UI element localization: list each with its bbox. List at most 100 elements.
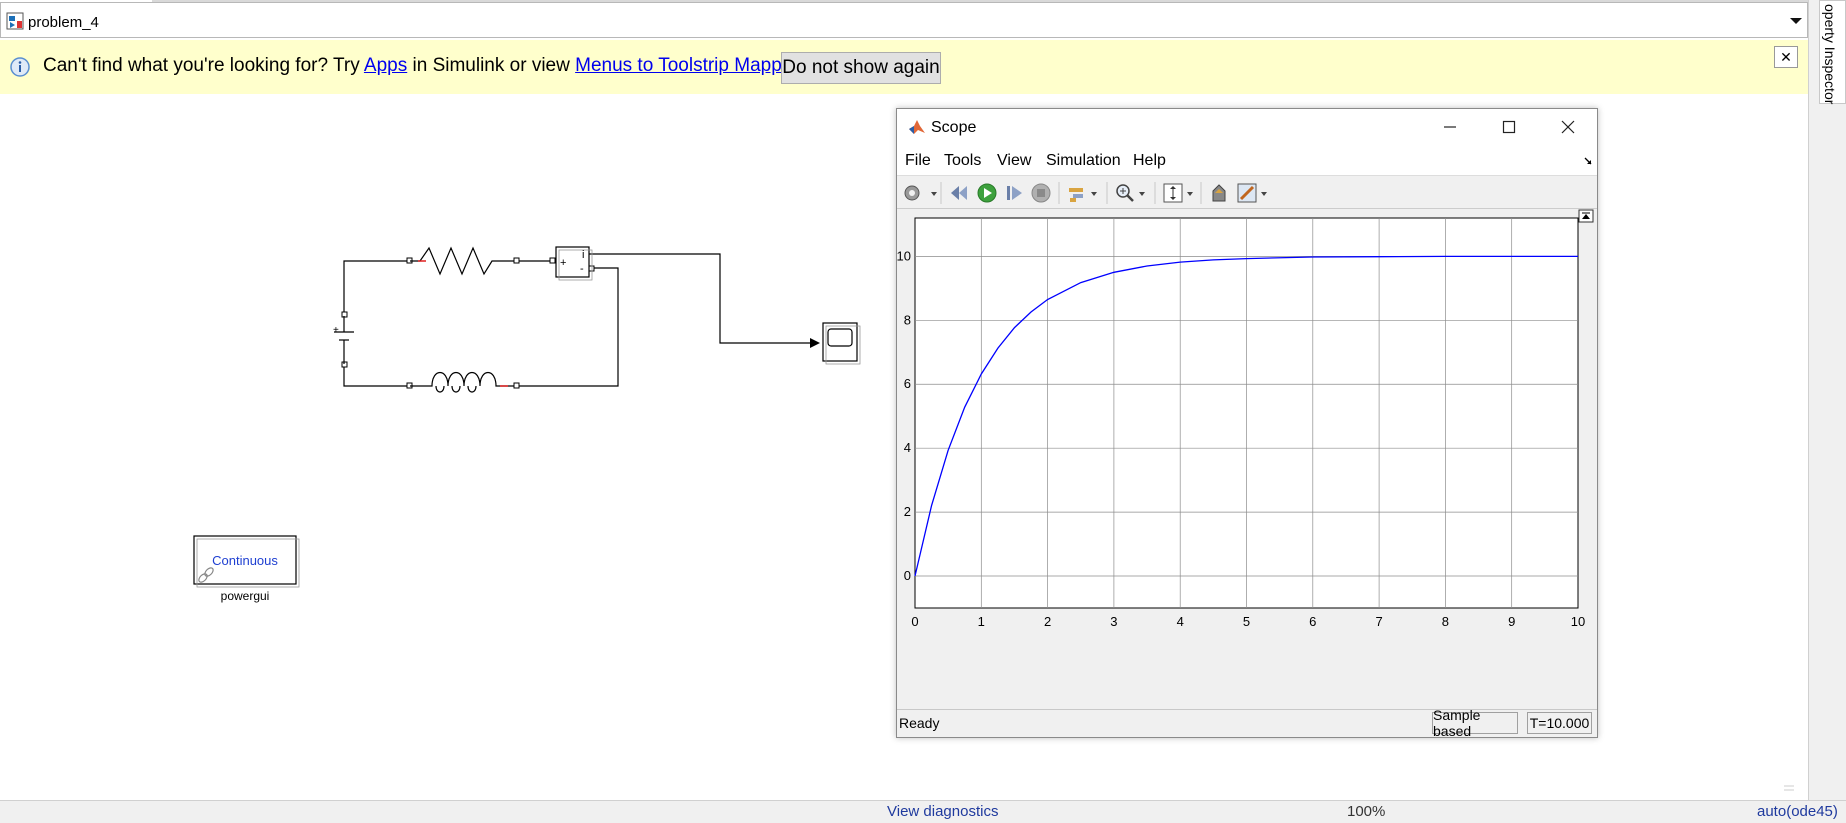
apps-link[interactable]: Apps (363, 55, 408, 76)
resistor[interactable] (410, 246, 514, 276)
y-tick-label: 6 (904, 376, 911, 391)
inductor[interactable] (410, 371, 514, 393)
sensor-port-i: i (582, 249, 584, 261)
sensor-port-plus: + (560, 257, 566, 269)
scope-plot[interactable]: 0 1 2 3 4 5 6 7 8 9 10 0 2 4 6 8 10 (897, 209, 1597, 709)
breadcrumb-model-name[interactable]: problem_4 (28, 14, 99, 31)
breadcrumb[interactable]: problem_4 (0, 2, 1808, 38)
grid-lines (915, 218, 1578, 608)
info-bar: Can't find what you're looking for? Try … (0, 40, 1808, 94)
scope-axes-panel: 0 1 2 3 4 5 6 7 8 9 10 0 2 4 6 8 10 (897, 209, 1597, 709)
model-canvas[interactable]: + i + - Continuous powergui (0, 96, 1808, 796)
scope-toolbar (897, 175, 1597, 209)
sample-mode-badge: Sample based (1432, 707, 1518, 739)
solver-link[interactable]: auto(ode45) (1757, 803, 1838, 820)
minimize-icon (1444, 126, 1456, 128)
signal-trace (914, 255, 1578, 577)
scope-window[interactable]: Scope File Tools View Simulation Help (896, 108, 1598, 739)
current-measurement-block[interactable] (555, 246, 593, 281)
y-tick-label: 8 (904, 312, 911, 327)
gear-icon[interactable] (904, 185, 937, 201)
powergui-block[interactable] (193, 535, 300, 588)
wire-signal-to-scope[interactable] (589, 253, 812, 344)
dc-voltage-source[interactable] (334, 316, 354, 364)
scale-axes-icon[interactable] (1163, 183, 1193, 203)
circuit (343, 253, 812, 387)
x-tick-label: 8 (1442, 614, 1449, 629)
close-glyph: ✕ (1780, 48, 1792, 65)
close-window-button[interactable] (1539, 109, 1597, 145)
x-tick-label: 2 (1044, 614, 1051, 629)
scope-titlebar[interactable]: Scope (897, 109, 1597, 145)
scope-block[interactable] (822, 322, 861, 365)
x-tick-label: 1 (978, 614, 985, 629)
signal-select-icon[interactable] (1212, 184, 1226, 202)
maximize-icon (1502, 120, 1516, 134)
y-tick-label: 2 (904, 504, 911, 519)
info-message: Can't find what you're looking for? Try … (43, 55, 812, 77)
x-tick-label: 7 (1375, 614, 1382, 629)
active-tab-indicator[interactable] (0, 0, 152, 2)
chevron-down-icon[interactable] (1787, 13, 1805, 29)
zoom-level[interactable]: 100% (1347, 803, 1386, 820)
scope-menubar (897, 145, 1597, 175)
powergui-label: powergui (221, 589, 270, 603)
y-tick-label: 4 (904, 440, 911, 455)
run-icon[interactable] (977, 183, 997, 203)
top-strip (0, 0, 1846, 2)
property-inspector-label[interactable]: operty Inspector (1822, 4, 1838, 105)
do-not-show-again-button[interactable]: Do not show again (781, 52, 941, 84)
property-inspector-strip (1808, 0, 1846, 800)
model-icon (6, 12, 24, 30)
maximize-button[interactable] (1480, 109, 1538, 145)
close-icon (1561, 120, 1575, 134)
menu-view[interactable]: View (997, 152, 1032, 169)
menu-tools[interactable]: Tools (944, 152, 982, 169)
x-tick-label: 10 (1571, 614, 1585, 629)
undock-arrow-icon[interactable] (1583, 156, 1593, 166)
y-tick-label: 10 (897, 248, 911, 263)
info-text-middle: in Simulink or view (407, 55, 576, 76)
x-tick-label: 6 (1309, 614, 1316, 629)
scope-title: Scope (931, 119, 977, 136)
wire-sensor-right[interactable] (517, 267, 619, 387)
wire-bottom-left[interactable] (343, 366, 410, 387)
library-link-icon (198, 567, 214, 583)
tick-labels: 0 1 2 3 4 5 6 7 8 9 10 0 2 4 6 8 10 (897, 248, 1586, 629)
resize-grip-icon (1784, 785, 1794, 791)
matlab-logo-icon (909, 120, 925, 134)
stop-icon[interactable] (1031, 183, 1051, 203)
x-tick-label: 5 (1243, 614, 1250, 629)
powergui-mode-text: Continuous (212, 553, 278, 568)
info-text-start: Can't find what you're looking for? Try (43, 55, 364, 76)
minimize-button[interactable] (1421, 109, 1479, 145)
x-tick-label: 9 (1508, 614, 1515, 629)
simulation-time-text: T=10.000 (1529, 715, 1590, 731)
x-tick-label: 4 (1177, 614, 1184, 629)
view-diagnostics-link[interactable]: View diagnostics (887, 803, 999, 820)
sample-mode-text: Sample based (1433, 707, 1481, 739)
simulation-time: T=10.000 (1527, 712, 1592, 734)
status-bar (0, 800, 1846, 823)
x-tick-label: 3 (1110, 614, 1117, 629)
zoom-in-icon[interactable] (1116, 184, 1145, 202)
x-tick-label: 0 (911, 614, 918, 629)
signal-arrowhead (810, 338, 820, 348)
restore-axes-icon[interactable] (1578, 209, 1594, 223)
menu-file[interactable]: File (905, 152, 931, 169)
y-tick-label: 0 (904, 568, 911, 583)
sensor-port-minus: - (580, 263, 584, 275)
highlight-icon[interactable] (1069, 188, 1097, 202)
menus-to-toolstrip-link[interactable]: Menus to Toolstrip Mapping (575, 55, 808, 76)
menu-simulation[interactable]: Simulation (1046, 152, 1121, 169)
wire-top-left[interactable] (343, 260, 410, 314)
edit-icon[interactable] (1237, 183, 1267, 203)
close-icon[interactable]: ✕ (1774, 46, 1798, 68)
menu-help[interactable]: Help (1133, 152, 1166, 169)
rewind-icon[interactable] (951, 186, 967, 200)
battery-plus-label: + (333, 325, 339, 336)
scope-statusbar (897, 709, 1597, 737)
step-forward-icon[interactable] (1007, 186, 1022, 200)
info-icon (10, 57, 30, 77)
property-inspector-tab[interactable] (1819, 0, 1846, 104)
